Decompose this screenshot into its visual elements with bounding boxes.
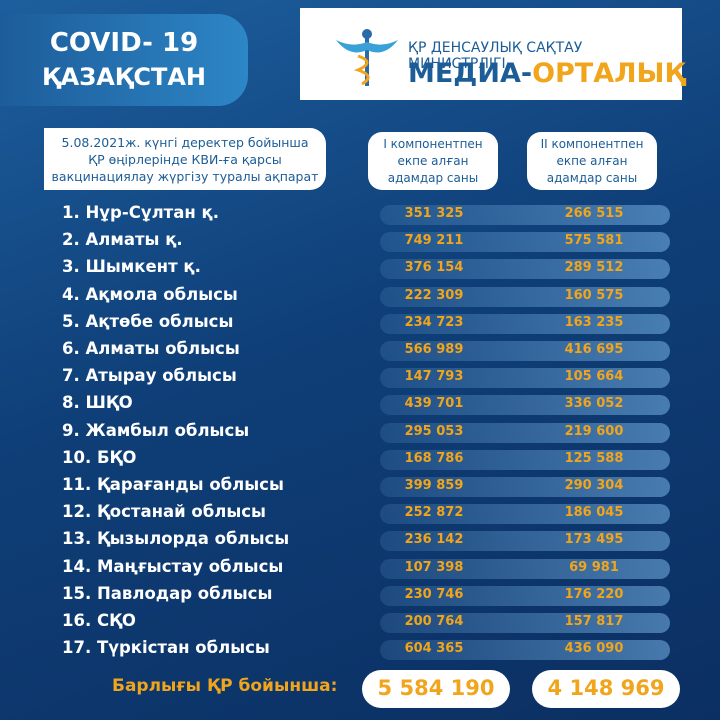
column-header-line: екпе алған xyxy=(397,154,469,168)
total-pill xyxy=(532,670,680,708)
ministry: ҚР ДЕНСАУЛЫҚ САҚТАУ МИНИСТРЛІГІ xyxy=(408,40,583,72)
dose1-value: 234 723 xyxy=(404,314,464,330)
row-strip xyxy=(380,259,670,280)
dose2-value: 266 515 xyxy=(564,206,624,221)
row-label: 11. Қарағанды облысы xyxy=(62,475,284,494)
dose2-value: 416 695 xyxy=(564,342,624,357)
dose1-value: 604 365 xyxy=(404,641,464,657)
row-label: 9. Жамбыл облысы xyxy=(62,420,250,440)
logo-name-b: ОРТАЛЫҚ xyxy=(532,58,686,89)
column-header-line: адамдар саны xyxy=(387,171,479,185)
column-header-line: II компонентпен xyxy=(540,137,644,151)
row-strip xyxy=(380,395,670,416)
column-header-line: екпе алған xyxy=(556,154,628,168)
dose1-value: 295 053 xyxy=(404,423,464,439)
row-strip xyxy=(380,368,670,389)
row-strip xyxy=(380,504,670,525)
row-strip xyxy=(380,640,670,661)
dose2-value: 160 575 xyxy=(564,287,624,303)
row-label: 4. Ақмола облысы xyxy=(62,284,238,304)
dose2-value: 157 817 xyxy=(564,614,624,629)
row-label: 6. Алматы облысы xyxy=(62,339,240,358)
total-dose1: 5 584 190 xyxy=(377,676,495,700)
row-strip xyxy=(380,422,670,443)
dose2-value: 163 235 xyxy=(564,314,624,330)
total-dose2: 4 148 969 xyxy=(547,676,665,700)
dose1-value: 147 793 xyxy=(404,369,464,385)
row-strip xyxy=(380,313,670,334)
row-strip xyxy=(380,205,670,225)
dose2-value: 336 052 xyxy=(564,396,624,412)
logo-name: МЕДИА-ОРТАЛЫҚ xyxy=(408,58,685,89)
dose1-value: 566 989 xyxy=(404,342,464,357)
dose1-value: 351 325 xyxy=(404,206,464,221)
dose2-value: 69 981 xyxy=(569,559,619,575)
row-label: 15. Павлодар облысы xyxy=(62,583,273,603)
intro: 5.08.2021ж. күнгі деректер бойынша ҚР өңі… xyxy=(44,128,326,190)
row-label: 16. СҚО xyxy=(62,611,136,630)
badge-title: COVID- 19 xyxy=(49,28,199,58)
row-label: 1. Нұр-Сұлтан қ. xyxy=(62,203,219,222)
row-strip xyxy=(380,613,670,633)
row-strip xyxy=(380,449,670,470)
row-label: 17. Түркістан облысы xyxy=(62,638,270,658)
dose1-value: 200 764 xyxy=(404,614,464,629)
row-label: 7. Атырау облысы xyxy=(62,366,237,386)
row-label: 12. Қостанай облысы xyxy=(62,502,266,522)
row-label: 8. ШҚО xyxy=(62,393,133,413)
row-strip xyxy=(380,341,670,361)
badge: COVID- 19 ҚАЗАҚСТАН xyxy=(0,14,248,106)
logo: ҚР ДЕНСАУЛЫҚ САҚТАУ МИНИСТРЛІГІ МЕДИА-ОР… xyxy=(300,8,685,100)
intro-line: 5.08.2021ж. күнгі деректер бойынша xyxy=(61,135,309,150)
dose2-value: 219 600 xyxy=(564,423,624,439)
column-header-line: I компонентпен xyxy=(383,137,483,151)
total-label: Барлығы ҚР бойынша: xyxy=(112,676,338,696)
dose1-value: 107 398 xyxy=(404,559,464,575)
row-label: 14. Маңғыстау облысы xyxy=(62,556,284,576)
row-strip xyxy=(380,232,670,253)
total-pill xyxy=(362,670,510,708)
row-strip xyxy=(380,286,670,307)
dose2-value: 105 664 xyxy=(564,369,624,385)
dose1-value: 749 211 xyxy=(404,233,464,249)
dose2-value: 173 495 xyxy=(564,532,624,548)
dose2-value: 436 090 xyxy=(564,641,624,657)
dose1-value: 399 859 xyxy=(404,478,464,493)
row-strip xyxy=(380,477,670,497)
column-header: II компонентпен екпе алған адамдар саны xyxy=(527,132,657,190)
dose2-value: 289 512 xyxy=(564,260,624,276)
dose1-value: 376 154 xyxy=(404,260,464,276)
dose1-value: 230 746 xyxy=(404,586,464,602)
row-label: 10. БҚО xyxy=(62,447,137,467)
dose2-value: 290 304 xyxy=(564,478,624,493)
row-label: 2. Алматы қ. xyxy=(62,230,183,250)
dose1-value: 236 142 xyxy=(404,532,464,548)
dose1-value: 168 786 xyxy=(404,450,464,466)
dose1-value: 222 309 xyxy=(404,287,464,303)
dose2-value: 176 220 xyxy=(564,586,624,602)
row-strip xyxy=(380,531,670,552)
dose1-value: 252 872 xyxy=(404,505,464,521)
dose2-value: 186 045 xyxy=(564,505,624,521)
dose2-value: 125 588 xyxy=(564,450,624,466)
logo-icon xyxy=(336,29,398,86)
dose1-value: 439 701 xyxy=(404,396,464,412)
row-label: 13. Қызылорда облысы xyxy=(62,529,290,549)
row-strip xyxy=(380,585,670,606)
dose2-value: 575 581 xyxy=(564,233,624,249)
row-label: 5. Ақтөбе облысы xyxy=(62,311,234,331)
column-header-line: адамдар саны xyxy=(546,171,638,185)
intro-line: вакцинациялау жүргізу туралы ақпарат xyxy=(51,169,319,184)
row-strip xyxy=(380,558,670,579)
logo-name-a: МЕДИА- xyxy=(408,58,533,89)
column-header: I компонентпен екпе алған адамдар саны xyxy=(368,132,498,190)
intro-line: ҚР өңірлерінде КВИ-ға қарсы xyxy=(88,152,282,167)
badge-country: ҚАЗАҚСТАН xyxy=(41,63,207,91)
row-label: 3. Шымкент қ. xyxy=(62,257,201,277)
